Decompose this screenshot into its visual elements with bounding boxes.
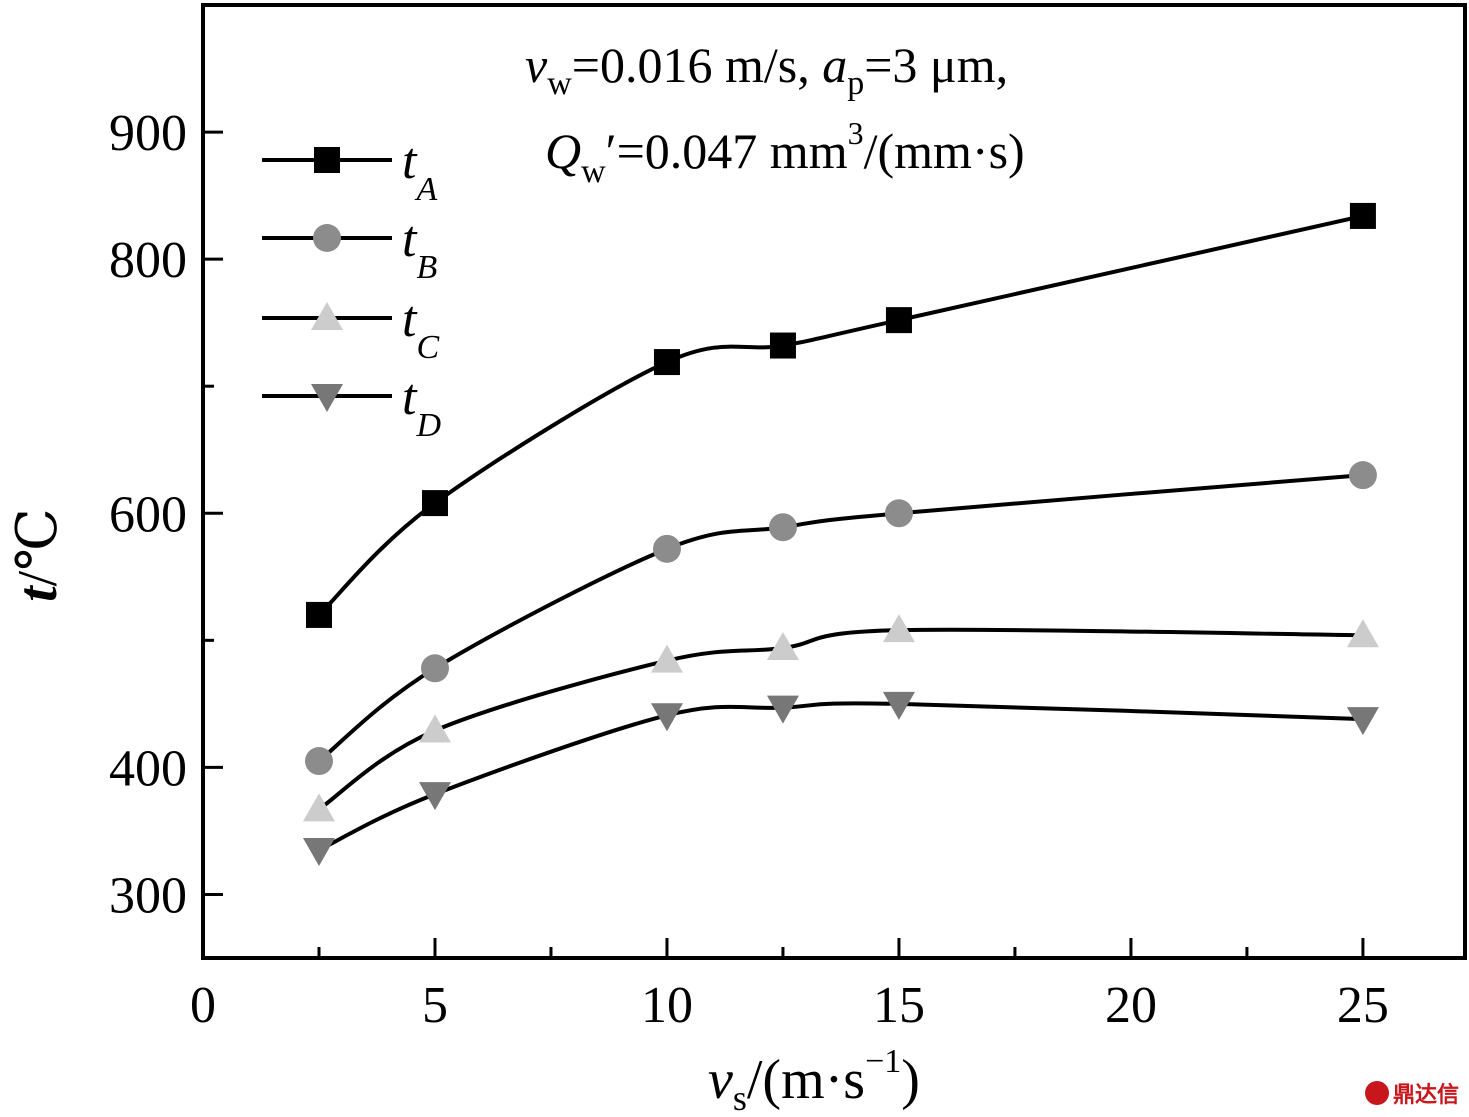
annotation-line2: Qw′=0.047 mm3/(mm·s) [545,115,1025,190]
data-point-A [653,349,680,376]
series-line-B [317,473,1364,763]
data-point-D [1346,707,1379,736]
data-point-B [884,499,913,528]
x-tick-label: 25 [1337,977,1389,1034]
y-tick-label: 300 [109,867,187,924]
legend-var: t [402,133,418,190]
data-point-C [302,793,335,822]
watermark-text: 鼎达信 [1392,1083,1459,1108]
data-point-C [1346,619,1379,648]
legend-label: tB [402,211,437,286]
annot-v: v [525,37,548,93]
x-tick-label: 15 [873,977,925,1034]
data-point-B [1348,461,1377,490]
data-point-D [302,837,335,866]
legend-marker-D [311,384,343,412]
legend-marker-C [311,302,343,330]
x-tick-label: 0 [190,977,216,1034]
legend-sub: D [415,407,441,444]
legend-marker-A [314,147,340,173]
x-tick-label: 20 [1105,977,1157,1034]
series-line-D [318,701,1363,852]
data-point-B [768,513,797,542]
data-point-A [1349,202,1376,229]
x-axis-var: v [708,1049,733,1111]
x-axis-title: vs/(m·s−1) [708,1043,920,1117]
legend-var: t [402,291,418,348]
axis-ticks [201,130,1365,958]
watermark: 鼎达信 [1364,1077,1459,1109]
annot-q-rest: ′=0.047 mm [606,123,848,179]
annot-a-sub: p [847,65,864,102]
y-tick-label: 900 [109,105,187,162]
legend-var: t [402,211,418,268]
annot-v-rest: =0.016 m/s, [572,37,822,93]
data-point-B [304,747,333,776]
y-tick-label: 600 [109,486,187,543]
x-tick-label: 5 [422,977,448,1034]
annotation-line1: vw=0.016 m/s, ap=3 μm, [525,37,1008,102]
tick-labels: 0 5 10 15 20 25 300 400 600 800 900 [109,105,1389,1034]
x-axis-unit: /(m·s [747,1049,865,1111]
data-point-D [418,782,451,811]
annot-q-end: /(mm·s) [864,123,1025,179]
data-point-C [882,614,915,643]
data-point-A [421,490,448,517]
data-point-D [766,695,799,724]
y-axis-var: t [7,585,69,602]
data-point-A [305,601,332,628]
series-curves [317,213,1364,852]
annot-q-sup: 3 [848,115,864,151]
data-point-A [769,332,796,359]
legend-sub: A [414,171,437,208]
x-tick-label: 10 [641,977,693,1034]
series-line-A [317,213,1364,617]
data-point-C [766,631,799,660]
data-point-D [882,691,915,720]
data-point-C [650,644,683,673]
legend-label: tA [402,133,437,208]
x-axis-sub: s [733,1078,747,1117]
plot-frame [201,3,1467,960]
x-axis-exp: −1 [865,1043,901,1080]
data-point-A [885,307,912,334]
y-tick-label: 800 [109,232,187,289]
y-axis-unit: /℃ [7,508,69,586]
watermark-logo-icon [1364,1081,1389,1105]
annot-a-rest: =3 μm, [864,37,1008,93]
y-tick-label: 400 [109,740,187,797]
annot-q-sub: w [581,153,606,190]
series-line-C [317,627,1363,811]
data-point-B [652,534,681,563]
annot-q: Q [545,123,581,179]
data-point-D [650,703,683,732]
x-axis-close: ) [901,1049,920,1111]
annot-v-sub: w [547,65,572,102]
legend-marker-B [313,224,341,252]
legend-label: tD [402,369,441,444]
legend-sub: B [416,249,437,286]
legend-sub: C [416,329,439,366]
series-markers [302,202,1379,866]
y-axis-title: t/℃ [7,508,69,602]
data-point-C [418,714,451,743]
legend-label: tC [402,291,439,366]
legend-var: t [402,369,418,426]
data-point-B [420,654,449,683]
annot-a: a [822,37,847,93]
